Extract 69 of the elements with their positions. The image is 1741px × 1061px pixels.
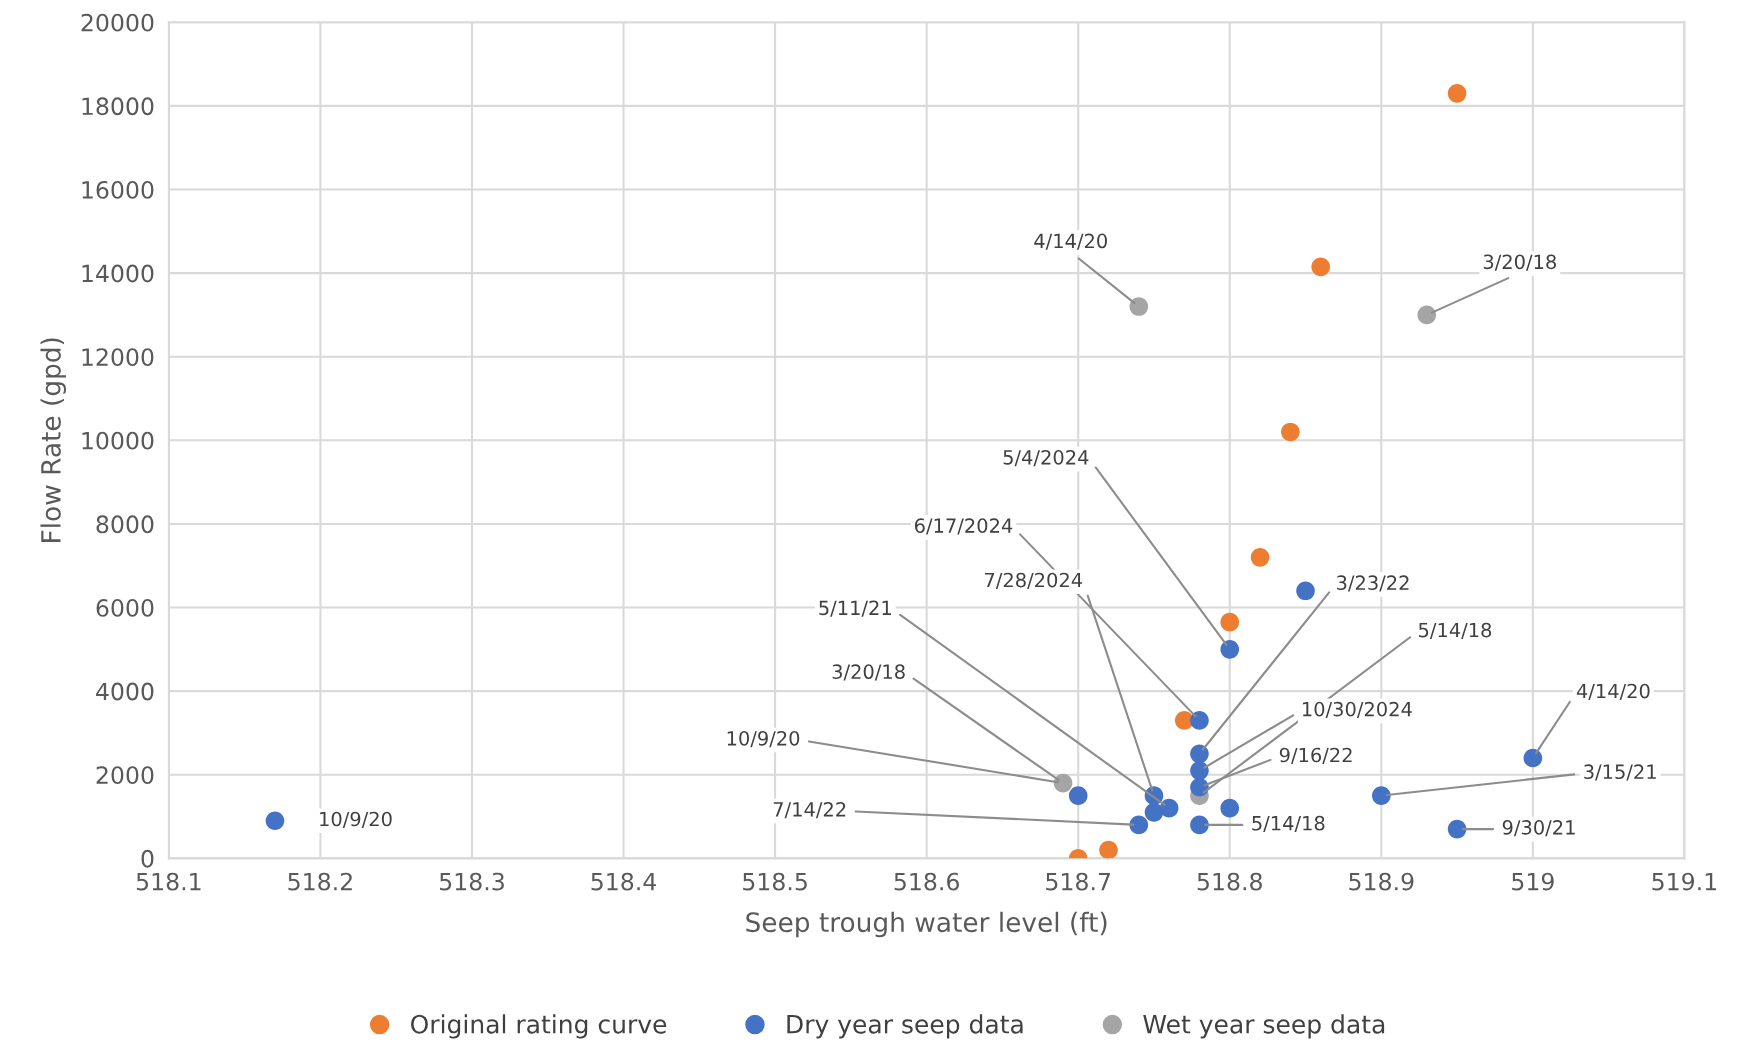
annotation: 10/9/20 (727, 730, 800, 748)
annotation: 9/30/21 (1502, 820, 1575, 837)
annotation: 4/14/20 (1034, 233, 1107, 250)
annotation: 5/11/21 (819, 600, 891, 617)
x-tick-label: 519 (1512, 872, 1554, 891)
annotation: 7/28/2024 (985, 572, 1083, 589)
point (1053, 773, 1073, 793)
annotation: 6/17/2024 (914, 518, 1013, 535)
point (265, 811, 285, 831)
point (1417, 305, 1437, 325)
x-tick-label: 518.8 (1197, 872, 1262, 891)
annotation: 3/15/21 (1584, 764, 1656, 781)
x-tick-label: 518.3 (440, 872, 504, 891)
annotation: 10/30/2024 (1302, 701, 1412, 719)
y-tick-label: 4000 (96, 682, 154, 701)
annotation: 5/14/18 (1419, 622, 1492, 639)
annotation: 3/20/18 (1483, 254, 1556, 271)
annotation: 5/4/2024 (1003, 449, 1089, 467)
point (1311, 257, 1330, 277)
annotation: 5/14/18 (1252, 815, 1325, 833)
y-tick-label: 8000 (96, 515, 154, 534)
point (1447, 819, 1467, 839)
annotation: 7/14/22 (773, 801, 846, 819)
point (1250, 548, 1270, 567)
y-tick-label: 6000 (96, 598, 154, 617)
x-tick-label: 518.9 (1349, 872, 1414, 891)
point (1099, 840, 1118, 859)
point (1159, 798, 1179, 818)
annotation: 3/20/18 (832, 664, 905, 681)
y-tick-label: 16000 (82, 180, 154, 199)
point (1129, 815, 1149, 835)
x-tick-label: 518.2 (288, 872, 352, 891)
point (1220, 612, 1240, 632)
annotation: 10/9/20 (320, 811, 392, 828)
point (1129, 297, 1149, 316)
x-tick-label: 518.7 (1046, 872, 1110, 891)
annotation: 9/16/22 (1279, 747, 1352, 764)
point (1190, 711, 1209, 730)
point (1220, 640, 1240, 659)
y-axis-title: Flow Rate (gpd) (40, 338, 66, 542)
y-tick-label: 12000 (82, 348, 154, 367)
x-tick-label: 519.1 (1652, 872, 1717, 891)
y-tick-label: 2000 (96, 766, 154, 785)
y-tick-label: 14000 (82, 264, 154, 283)
legend-label: Original rating curve (411, 1014, 667, 1039)
y-tick-label: 0 (141, 849, 154, 868)
point (1190, 744, 1209, 764)
x-tick-label: 518.6 (894, 872, 959, 891)
point (1220, 798, 1240, 818)
x-tick-label: 518.4 (591, 872, 657, 891)
legend-label: Wet year seep data (1143, 1014, 1385, 1039)
point (1296, 581, 1315, 601)
x-axis-title: Seep trough water level (ft) (746, 911, 1107, 938)
y-tick-label: 10000 (82, 431, 154, 450)
point (1523, 748, 1543, 768)
annotation: 4/14/20 (1576, 683, 1650, 700)
point (1447, 84, 1467, 103)
x-tick-label: 518.1 (136, 872, 201, 891)
annotation: 3/23/22 (1337, 575, 1409, 592)
x-tick-label: 518.5 (743, 872, 807, 891)
y-tick-label: 20000 (81, 13, 154, 32)
point (1144, 803, 1164, 822)
point (1068, 786, 1088, 805)
point (1190, 815, 1209, 835)
y-tick-label: 18000 (82, 97, 154, 116)
point (1281, 422, 1300, 442)
point (1190, 761, 1209, 780)
legend-label: Dry year seep data (787, 1014, 1023, 1039)
point (1371, 786, 1391, 805)
